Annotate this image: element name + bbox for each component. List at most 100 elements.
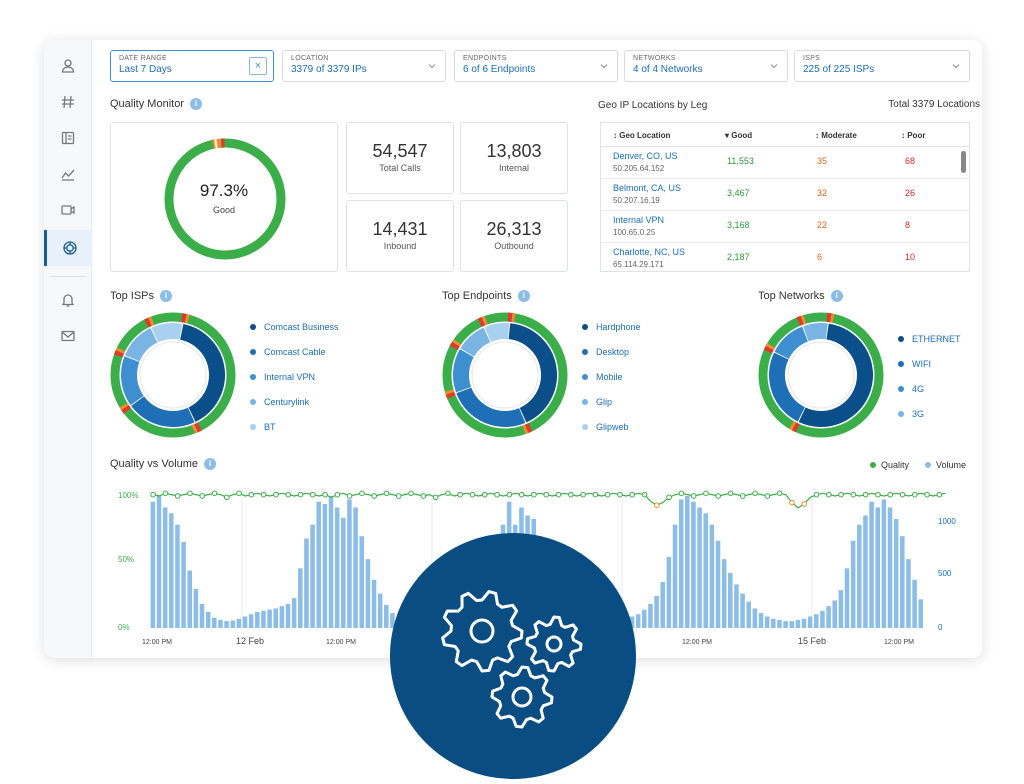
volume-bar <box>224 621 229 628</box>
legend-item[interactable]: Internal VPN <box>250 364 339 389</box>
legend-item[interactable]: BT <box>250 414 339 439</box>
col-poor[interactable]: ↕ Poor <box>901 131 925 140</box>
volume-bar <box>237 619 242 628</box>
legend-item[interactable]: 3G <box>898 401 961 426</box>
internal-card[interactable]: 13,803 Internal <box>460 122 568 194</box>
volume-bar <box>157 496 162 628</box>
mail-icon[interactable] <box>44 318 92 354</box>
donut-segment[interactable] <box>461 353 467 390</box>
donut-segment[interactable] <box>155 331 181 335</box>
row-moderate: 32 <box>817 188 827 198</box>
legend-item[interactable]: Comcast Business <box>250 314 339 339</box>
legend-item[interactable]: Mobile <box>582 364 641 389</box>
section-title-text: Quality vs Volume <box>110 458 198 470</box>
legend-dot <box>870 462 876 468</box>
endpoints-donut-chart[interactable] <box>440 310 570 440</box>
volume-bar <box>746 602 751 628</box>
info-icon[interactable]: i <box>190 98 202 110</box>
bell-icon[interactable] <box>44 282 92 318</box>
row-poor: 10 <box>905 252 915 262</box>
legend-item[interactable]: Glipweb <box>582 414 641 439</box>
donut-poor-mark <box>794 426 798 428</box>
volume-bar <box>347 499 352 628</box>
table-row[interactable]: Denver, CO, US 50.205.64.152 11,553 35 6… <box>601 147 969 179</box>
volume-bar <box>710 525 715 628</box>
row-location[interactable]: Belmont, CA, US <box>613 183 681 193</box>
volume-bar <box>642 610 647 628</box>
stat-value: 13,803 <box>461 141 567 162</box>
quality-monitor-icon[interactable] <box>44 230 92 266</box>
quality-point <box>704 491 709 496</box>
table-scrollbar[interactable] <box>961 151 966 173</box>
hash-icon[interactable] <box>44 84 92 120</box>
filter-label: ISPS <box>803 55 961 62</box>
row-good: 3,168 <box>727 220 750 230</box>
contacts-icon[interactable] <box>44 120 92 156</box>
clear-icon[interactable]: × <box>249 57 267 75</box>
table-row[interactable]: Belmont, CA, US 50.207.16.19 3,467 32 26 <box>601 179 969 211</box>
location-filter[interactable]: LOCATION 3379 of 3379 IPs <box>282 50 446 82</box>
legend-item[interactable]: WIFI <box>898 351 961 376</box>
quality-point <box>790 500 795 505</box>
quality-point <box>888 492 893 497</box>
endpoints-filter[interactable]: ENDPOINTS 6 of 6 Endpoints <box>454 50 618 82</box>
donut-segment[interactable] <box>129 359 137 400</box>
donut-hole <box>788 342 854 408</box>
col-geo-location[interactable]: ↕ Geo Location <box>613 131 670 140</box>
info-icon[interactable]: i <box>518 290 530 302</box>
isps-donut-chart[interactable] <box>108 310 238 440</box>
col-moderate[interactable]: ↕ Moderate <box>815 131 857 140</box>
quality-point <box>200 494 205 499</box>
volume-bar <box>151 502 156 628</box>
legend-item[interactable]: ETHERNET <box>898 326 961 351</box>
video-icon[interactable] <box>44 192 92 228</box>
legend-item[interactable]: Comcast Cable <box>250 339 339 364</box>
endpoints-legend: Hardphone Desktop Mobile Glip Glipweb <box>582 314 641 439</box>
info-icon[interactable]: i <box>831 290 843 302</box>
row-location[interactable]: Internal VPN <box>613 215 664 225</box>
legend-item[interactable]: Quality <box>870 460 909 470</box>
stat-label: Outbound <box>461 241 567 251</box>
donut-segment[interactable] <box>806 331 827 334</box>
networks-filter[interactable]: NETWORKS 4 of 4 Networks <box>624 50 788 82</box>
quality-point <box>802 502 807 507</box>
total-calls-card[interactable]: 54,547 Total Calls <box>346 122 454 194</box>
inbound-card[interactable]: 14,431 Inbound <box>346 200 454 272</box>
donut-poor-mark <box>454 344 456 348</box>
col-good[interactable]: ▾ Good <box>725 131 752 140</box>
date-range-filter[interactable]: DATE RANGE Last 7 Days × <box>110 50 274 82</box>
row-location[interactable]: Charlotte, NC, US <box>613 247 685 257</box>
volume-bar <box>378 594 383 628</box>
stat-label: Internal <box>461 163 567 173</box>
legend-item[interactable]: 4G <box>898 376 961 401</box>
volume-bar <box>808 617 813 628</box>
row-ip: 100.65.0.25 <box>613 228 655 237</box>
right-tick-label: 500 <box>938 569 952 578</box>
legend-item[interactable]: Glip <box>582 389 641 414</box>
donut-poor-mark <box>768 348 770 352</box>
table-row[interactable]: Internal VPN 100.65.0.25 3,168 22 8 <box>601 211 969 243</box>
volume-bar <box>802 619 807 628</box>
analytics-icon[interactable] <box>44 156 92 192</box>
legend-item[interactable]: Volume <box>925 460 966 470</box>
outbound-card[interactable]: 26,313 Outbound <box>460 200 568 272</box>
volume-bar <box>636 614 641 628</box>
quality-point <box>409 491 414 496</box>
donut-segment[interactable] <box>488 331 509 335</box>
stat-value: 26,313 <box>461 219 567 240</box>
info-icon[interactable]: i <box>160 290 172 302</box>
quality-point <box>458 492 463 497</box>
info-icon[interactable]: i <box>204 458 216 470</box>
row-poor: 68 <box>905 156 915 166</box>
user-icon[interactable] <box>44 48 92 84</box>
legend-item[interactable]: Centurylink <box>250 389 339 414</box>
row-location[interactable]: Denver, CO, US <box>613 151 678 161</box>
legend-item[interactable]: Hardphone <box>582 314 641 339</box>
legend-item[interactable]: Desktop <box>582 339 641 364</box>
section-title-text: Top Networks <box>758 290 825 302</box>
table-row[interactable]: Charlotte, NC, US 65.114.29.171 2,187 6 … <box>601 243 969 272</box>
volume-bar <box>384 605 389 628</box>
quality-point <box>593 492 598 497</box>
networks-donut-chart[interactable] <box>756 310 886 440</box>
isps-filter[interactable]: ISPS 225 of 225 ISPs <box>794 50 970 82</box>
